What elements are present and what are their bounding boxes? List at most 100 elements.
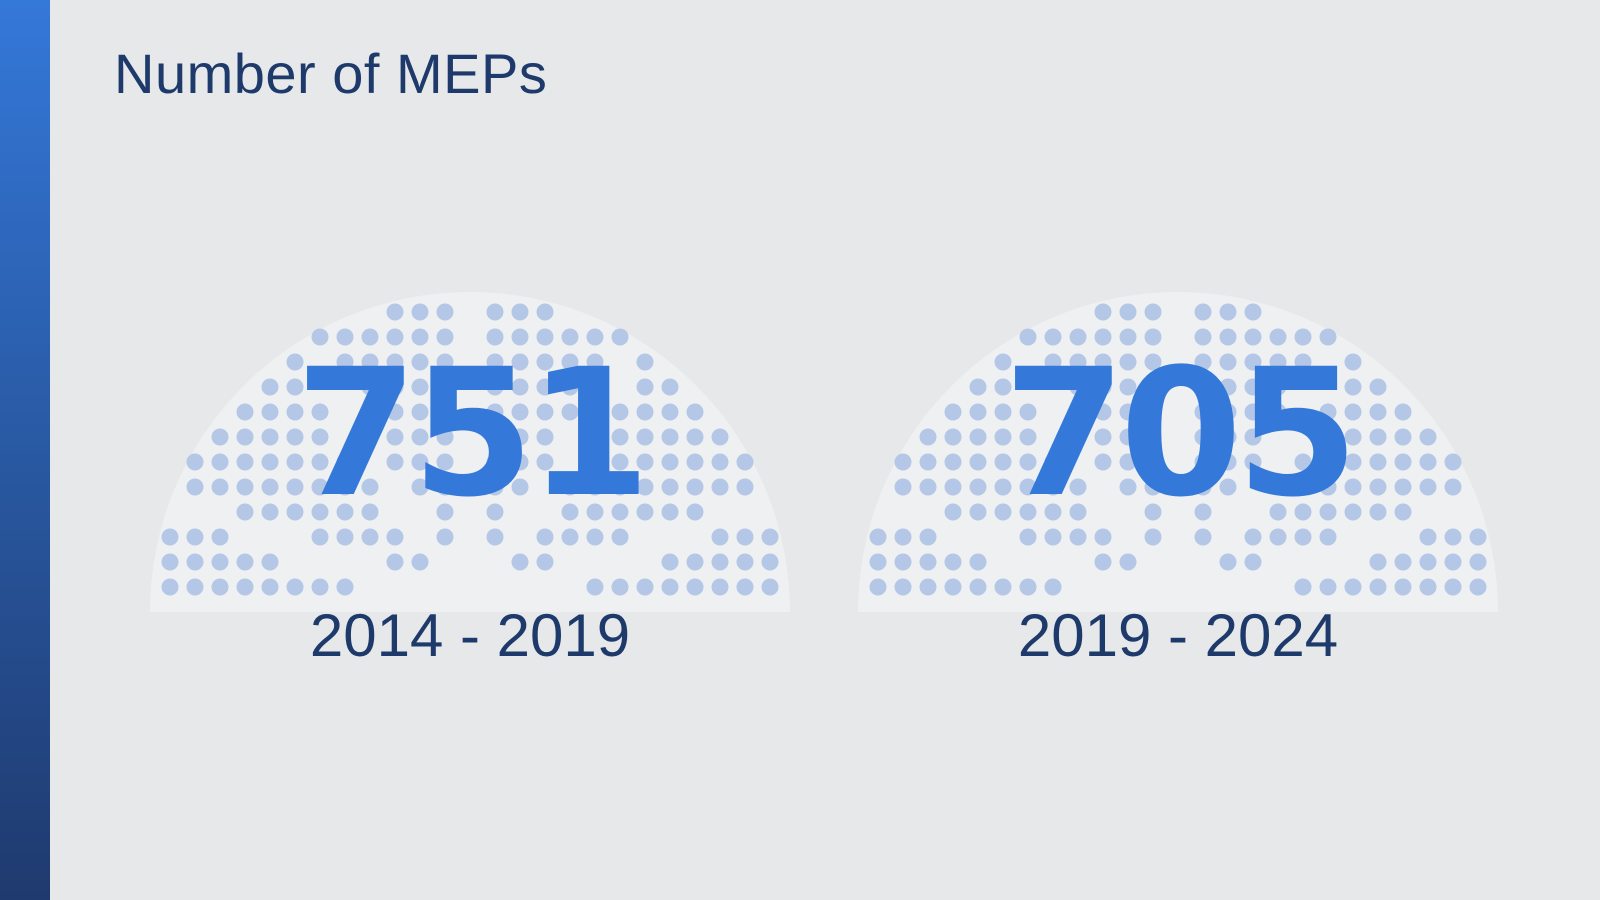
seat-dot [1344, 578, 1362, 596]
seat-dot [311, 528, 329, 546]
seat-dot [1119, 428, 1137, 446]
seat-dot [1369, 578, 1387, 596]
seat-dot [1419, 453, 1437, 471]
seat-dot [1194, 303, 1212, 321]
seat-dot [561, 328, 579, 346]
seat-dot [586, 353, 604, 371]
seat-dot [286, 503, 304, 521]
seat-dot [1269, 328, 1287, 346]
seat-dot [969, 378, 987, 396]
seat-dot [1094, 553, 1112, 571]
seat-dot [1119, 303, 1137, 321]
seat-dot [236, 503, 254, 521]
seat-dot [336, 328, 354, 346]
seat-dot [1244, 428, 1262, 446]
seat-dot [211, 553, 229, 571]
seat-dot [1019, 428, 1037, 446]
seat-dot [411, 303, 429, 321]
seat-dot [1119, 403, 1137, 421]
seat-dot [1319, 428, 1337, 446]
seat-dot [436, 353, 454, 371]
seat-dot [511, 553, 529, 571]
seat-dot [686, 503, 704, 521]
page-title: Number of MEPs [114, 42, 548, 105]
seat-dot [1269, 478, 1287, 496]
seat-dot [1344, 403, 1362, 421]
seat-dot [261, 428, 279, 446]
seat-dot [486, 453, 504, 471]
seat-dot [969, 403, 987, 421]
seat-dot [236, 428, 254, 446]
seat-dot [944, 478, 962, 496]
seat-dot [261, 378, 279, 396]
seat-dot [1094, 528, 1112, 546]
seat-dot [1219, 428, 1237, 446]
seat-dot [736, 553, 754, 571]
seat-dot [1244, 453, 1262, 471]
seat-dot [894, 553, 912, 571]
seat-dot [1219, 353, 1237, 371]
seat-dot [1444, 553, 1462, 571]
seat-dot [636, 578, 654, 596]
seat-dot [711, 428, 729, 446]
seat-dot [994, 378, 1012, 396]
seat-dot [486, 378, 504, 396]
seat-dot [1194, 453, 1212, 471]
seat-dot [261, 453, 279, 471]
seat-dot [1069, 478, 1087, 496]
seat-dot [286, 478, 304, 496]
seat-dot [636, 453, 654, 471]
seat-dot [1219, 378, 1237, 396]
seat-dot [236, 453, 254, 471]
seat-dot [1094, 428, 1112, 446]
seat-dot [286, 578, 304, 596]
seat-dot [386, 303, 404, 321]
seat-dot [1144, 403, 1162, 421]
seat-dot [1369, 453, 1387, 471]
seat-dot [919, 553, 937, 571]
seat-dot [686, 578, 704, 596]
seat-dot [686, 403, 704, 421]
seat-dot [361, 328, 379, 346]
seat-dot [611, 328, 629, 346]
seat-dot [1119, 453, 1137, 471]
seat-dot [969, 453, 987, 471]
seat-dot [486, 503, 504, 521]
seat-dot [411, 378, 429, 396]
seat-dot [1044, 503, 1062, 521]
seat-dot [486, 528, 504, 546]
seat-dot [1144, 428, 1162, 446]
seat-dot [1294, 353, 1312, 371]
seat-dot [1094, 303, 1112, 321]
seat-dot [736, 578, 754, 596]
seat-dot [161, 578, 179, 596]
seat-dot [1119, 328, 1137, 346]
seat-dot [486, 303, 504, 321]
seat-dot [636, 503, 654, 521]
seat-dot [611, 528, 629, 546]
seat-dot [969, 553, 987, 571]
seat-dot [611, 403, 629, 421]
seat-dot [236, 403, 254, 421]
seat-dot [1144, 453, 1162, 471]
seat-dot [1269, 528, 1287, 546]
seat-dot [211, 428, 229, 446]
seat-dot [286, 353, 304, 371]
seat-dot [1069, 378, 1087, 396]
seat-dot [869, 578, 887, 596]
seat-dot [1094, 378, 1112, 396]
seat-dot [919, 428, 937, 446]
hemicycle-graphic [858, 292, 1498, 612]
seat-dot [1419, 428, 1437, 446]
seat-dot [661, 478, 679, 496]
seat-dot [711, 553, 729, 571]
seat-dot [1294, 528, 1312, 546]
seat-dot [586, 478, 604, 496]
seat-dot [386, 453, 404, 471]
seat-dot [1344, 453, 1362, 471]
seat-dot [969, 478, 987, 496]
seat-dot [1294, 578, 1312, 596]
seat-dot [1019, 403, 1037, 421]
seat-dot [611, 428, 629, 446]
term-label: 2019 - 2024 [1017, 602, 1339, 669]
